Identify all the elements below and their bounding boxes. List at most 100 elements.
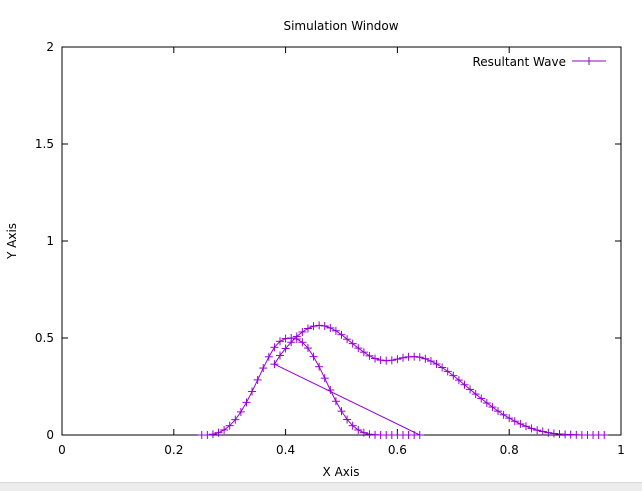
data-point — [270, 343, 279, 352]
y-tick-label: 0 — [46, 428, 54, 442]
data-point — [337, 407, 346, 416]
data-point — [298, 327, 307, 336]
y-tick-label: 1.5 — [35, 137, 54, 151]
data-point — [348, 421, 357, 430]
data-point — [253, 375, 262, 384]
data-point — [220, 425, 229, 434]
x-tick-label: 0.6 — [388, 443, 407, 457]
data-point — [343, 335, 352, 344]
data-point — [449, 371, 458, 380]
series-layer — [197, 321, 609, 439]
data-point — [426, 357, 435, 366]
data-point — [298, 338, 307, 347]
data-point — [281, 344, 290, 353]
data-point — [521, 422, 530, 431]
data-point — [538, 427, 547, 436]
data-point — [248, 387, 257, 396]
y-tick-label: 2 — [46, 40, 54, 54]
data-point — [359, 348, 368, 357]
y-tick-label: 1 — [46, 234, 54, 248]
data-point — [510, 417, 519, 426]
y-axis-ticks: 0 0.5 1 1.5 2 — [35, 40, 621, 442]
data-point — [549, 429, 558, 438]
data-point — [309, 322, 318, 331]
data-point — [208, 430, 217, 439]
data-point — [527, 424, 536, 433]
data-point — [214, 428, 223, 437]
data-point — [410, 352, 419, 361]
data-point — [398, 353, 407, 362]
data-point — [331, 326, 340, 335]
legend: Resultant Wave — [473, 55, 606, 69]
data-point — [320, 374, 329, 383]
series-line — [201, 324, 605, 436]
x-axis-label: X Axis — [323, 465, 360, 479]
data-point — [270, 360, 279, 369]
data-point — [264, 352, 273, 361]
data-point — [471, 390, 480, 399]
data-point — [494, 407, 503, 416]
data-point — [303, 344, 312, 353]
data-point — [315, 362, 324, 371]
data-point — [454, 376, 463, 385]
x-tick-label: 0.2 — [164, 443, 183, 457]
data-point — [343, 415, 352, 424]
data-point — [337, 330, 346, 339]
data-point — [354, 344, 363, 353]
data-point — [326, 385, 335, 394]
data-point — [331, 397, 340, 406]
data-point — [371, 354, 380, 363]
plot-frame — [61, 46, 622, 436]
data-point — [359, 428, 368, 437]
data-point — [259, 364, 268, 373]
data-point — [315, 321, 324, 330]
data-point — [415, 353, 424, 362]
y-tick-label: 0.5 — [35, 331, 54, 345]
data-point — [376, 356, 385, 365]
data-point — [438, 363, 447, 372]
data-point — [499, 410, 508, 419]
data-point — [326, 323, 335, 332]
data-point — [477, 394, 486, 403]
data-point — [287, 338, 296, 347]
data-point — [533, 426, 542, 435]
data-point — [242, 398, 251, 407]
data-point — [292, 332, 301, 341]
data-point — [309, 352, 318, 361]
y-axis-label: Y Axis — [5, 223, 19, 260]
chart-title: Simulation Window — [283, 19, 398, 33]
data-point — [276, 351, 285, 360]
data-point — [505, 414, 514, 423]
data-point — [600, 431, 609, 439]
x-tick-label: 0.8 — [500, 443, 519, 457]
data-point — [365, 351, 374, 360]
data-point — [460, 380, 469, 389]
data-point — [236, 407, 245, 416]
x-tick-label: 1 — [617, 443, 625, 457]
data-point — [544, 428, 553, 437]
data-point — [443, 367, 452, 376]
data-point — [231, 415, 240, 424]
legend-label: Resultant Wave — [473, 55, 567, 69]
x-tick-label: 0 — [58, 443, 66, 457]
data-point — [276, 337, 285, 346]
data-point — [393, 355, 402, 364]
data-point — [387, 356, 396, 365]
data-point — [354, 425, 363, 434]
data-point — [432, 359, 441, 368]
data-point — [365, 430, 374, 439]
data-point — [421, 354, 430, 363]
data-point — [203, 431, 212, 439]
data-point — [225, 421, 234, 430]
data-point — [281, 334, 290, 343]
data-point — [303, 324, 312, 333]
x-tick-label: 0.4 — [276, 443, 295, 457]
status-bar — [0, 482, 642, 491]
data-point — [482, 398, 491, 407]
legend-marker — [585, 57, 593, 65]
data-point — [348, 339, 357, 348]
data-point — [516, 419, 525, 428]
data-point — [466, 385, 475, 394]
